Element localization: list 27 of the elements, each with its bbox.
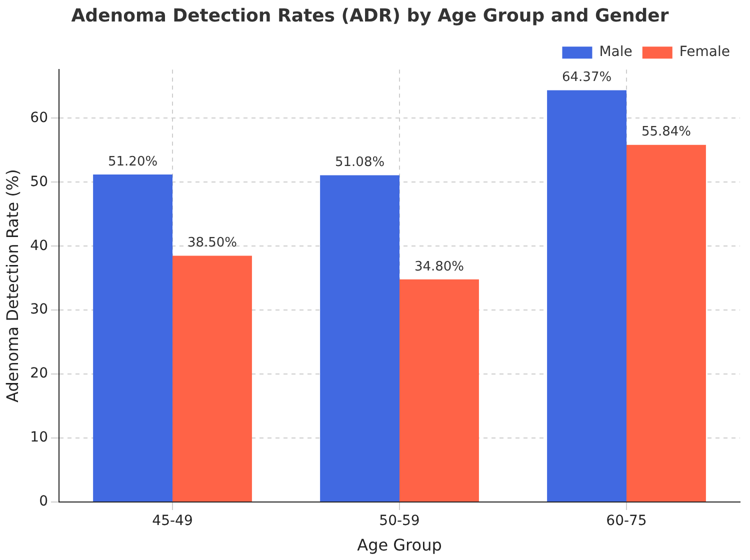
data-label: 55.84% — [641, 124, 692, 140]
bar — [626, 144, 706, 502]
legend-label: Female — [679, 44, 730, 60]
data-label: 51.08% — [334, 155, 385, 170]
y-tick-label: 20 — [30, 366, 48, 382]
y-tick-label: 60 — [30, 110, 48, 126]
y-tick-label: 10 — [30, 430, 48, 446]
y-tick-label: 50 — [30, 174, 48, 190]
bar — [172, 256, 252, 502]
data-label: 51.20% — [108, 154, 158, 170]
data-label: 34.80% — [414, 259, 464, 274]
legend-label: Male — [599, 44, 632, 60]
y-tick-label: 30 — [30, 302, 48, 318]
bar — [93, 174, 173, 502]
x-axis-title: Age Group — [357, 536, 442, 555]
x-tick-label: 60-75 — [606, 513, 647, 530]
bar — [320, 175, 400, 502]
bar — [547, 90, 627, 502]
data-label: 64.37% — [562, 70, 612, 86]
chart-title: Adenoma Detection Rates (ADR) by Age Group and Gender — [71, 5, 669, 26]
y-axis-title: Adenoma Detection Rate (%) — [2, 169, 22, 402]
bar — [400, 279, 479, 502]
x-tick-label: 45-49 — [152, 513, 193, 530]
data-label: 38.50% — [187, 236, 238, 251]
x-tick-label: 50-59 — [379, 513, 420, 530]
y-tick-label: 40 — [30, 238, 48, 254]
y-tick-label: 0 — [39, 494, 48, 510]
